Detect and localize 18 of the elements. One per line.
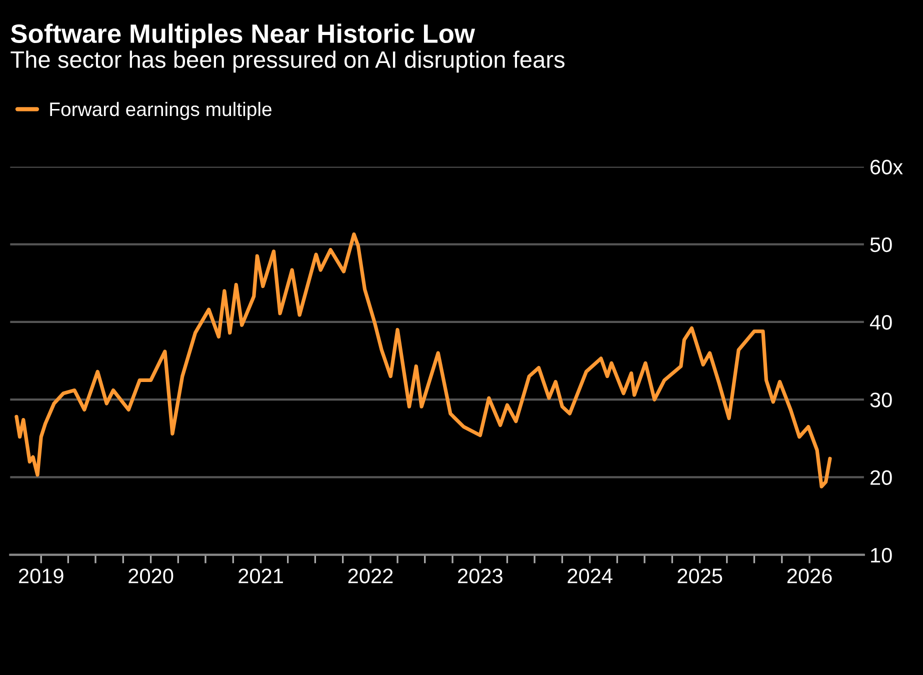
x-tick-label: 2019 — [18, 568, 64, 584]
x-tick-label: 2021 — [238, 568, 283, 584]
y-tick-label: 30 — [870, 392, 892, 408]
line-series — [14, 232, 832, 488]
legend-label: Forward earnings multiple — [50, 102, 272, 120]
x-tick-label: 2024 — [568, 568, 612, 584]
x-tick-label: 2025 — [678, 568, 722, 584]
y-tick-label: 20 — [870, 470, 892, 485]
y-tick-label: 50 — [870, 237, 892, 252]
chart-subtitle: The sector has been pressured on AI disruption fears — [10, 50, 564, 73]
x-tick-label: 2022 — [348, 568, 393, 584]
x-tick-label: 2020 — [128, 568, 174, 584]
x-tick-label: 2026 — [787, 568, 832, 584]
y-tick-label: 60x — [870, 160, 903, 174]
y-tick-label: 10 — [871, 548, 892, 563]
y-tick-label: 40 — [870, 314, 892, 330]
chart-title: Software Multiples Near Historic Low — [10, 24, 476, 48]
x-tick-label: 2023 — [458, 568, 502, 584]
